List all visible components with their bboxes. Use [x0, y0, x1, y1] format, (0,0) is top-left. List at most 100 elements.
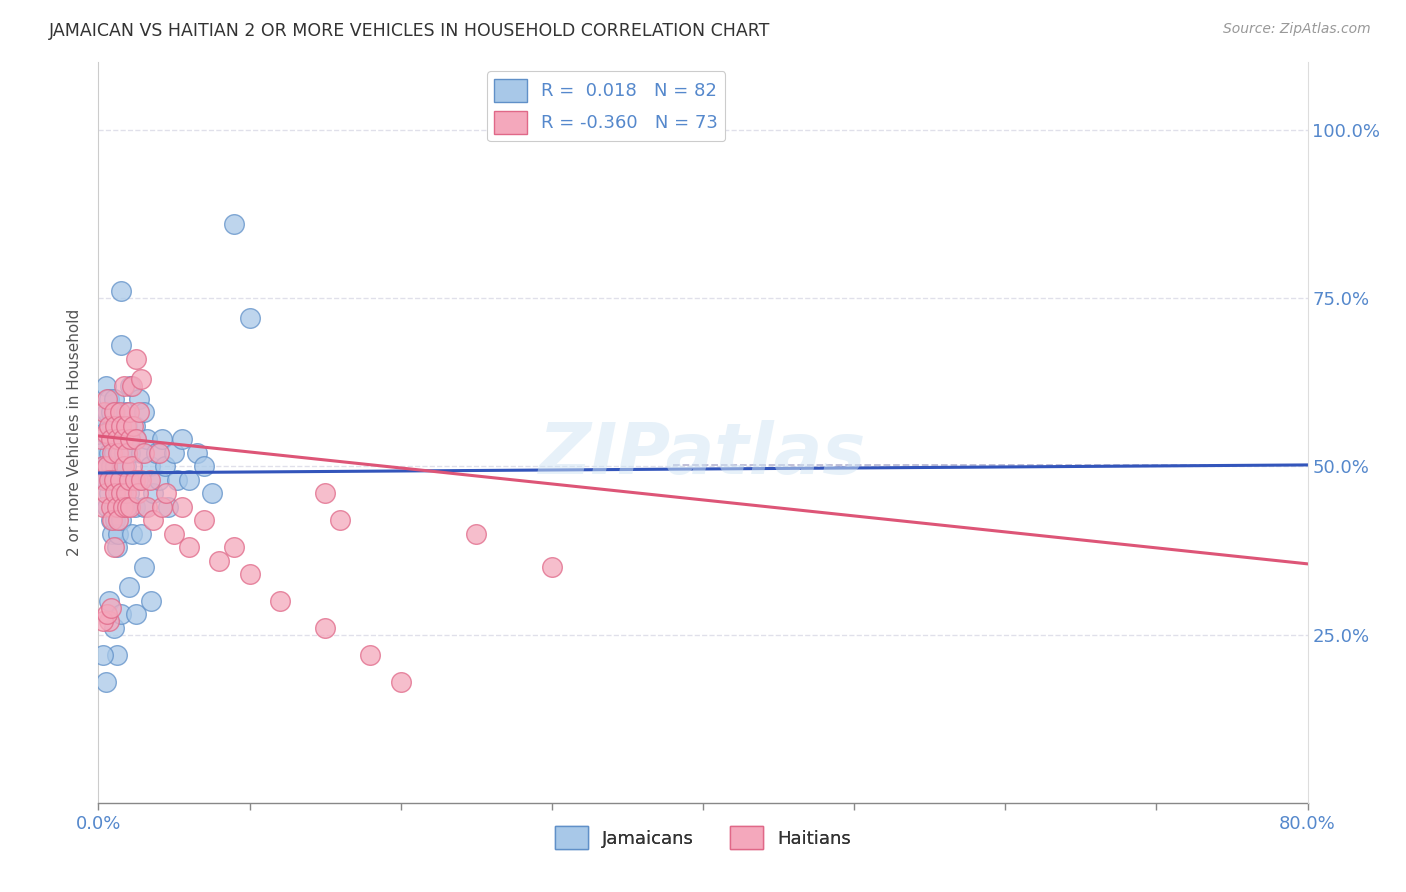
Point [110, 338, 132, 352]
Point [93, 425, 115, 440]
Point [103, 405, 125, 419]
Point [239, 566, 262, 581]
Point [112, 378, 135, 392]
Point [110, 285, 132, 299]
Point [139, 473, 162, 487]
Point [104, 486, 127, 500]
Point [94, 378, 117, 392]
Point [139, 459, 162, 474]
Point [314, 621, 336, 635]
Point [111, 500, 134, 514]
Point [155, 486, 177, 500]
Point [93, 473, 115, 487]
Point [110, 607, 132, 622]
Point [179, 473, 201, 487]
Point [128, 405, 150, 419]
Point [120, 433, 142, 447]
Point [110, 486, 132, 500]
Point [153, 459, 176, 474]
Point [104, 418, 127, 433]
Point [103, 621, 125, 635]
Point [94, 473, 117, 487]
Point [105, 500, 128, 514]
Point [124, 473, 146, 487]
Point [132, 500, 155, 514]
Point [186, 446, 208, 460]
Point [98, 392, 121, 406]
Point [105, 418, 128, 433]
Point [166, 473, 188, 487]
Point [127, 473, 149, 487]
Point [145, 446, 167, 460]
Point [122, 418, 145, 433]
Point [104, 459, 127, 474]
Point [115, 418, 138, 433]
Point [96, 500, 118, 514]
Point [91, 648, 114, 662]
Point [105, 473, 128, 487]
Point [208, 553, 231, 567]
Point [91, 614, 114, 628]
Point [389, 674, 412, 689]
Point [142, 513, 165, 527]
Point [329, 513, 352, 527]
Point [129, 473, 152, 487]
Point [112, 446, 135, 460]
Point [125, 607, 148, 622]
Point [128, 392, 150, 406]
Point [170, 433, 193, 447]
Point [118, 433, 141, 447]
Point [91, 473, 114, 487]
Point [121, 526, 143, 541]
Point [101, 526, 124, 541]
Point [129, 526, 152, 541]
Point [100, 513, 122, 527]
Point [98, 418, 121, 433]
Point [118, 405, 141, 419]
Point [118, 581, 141, 595]
Legend: Jamaicans, Haitians: Jamaicans, Haitians [548, 819, 858, 856]
Point [98, 473, 121, 487]
Point [132, 446, 155, 460]
Point [108, 500, 131, 514]
Point [103, 540, 125, 554]
Point [314, 486, 336, 500]
Point [150, 433, 173, 447]
Point [105, 648, 128, 662]
Point [118, 486, 141, 500]
Point [141, 594, 163, 608]
Point [193, 459, 215, 474]
Point [239, 311, 262, 326]
Point [193, 513, 215, 527]
Point [110, 418, 132, 433]
Point [115, 473, 138, 487]
Point [98, 486, 121, 500]
Point [90, 446, 112, 460]
Point [360, 648, 382, 662]
Point [111, 433, 134, 447]
Point [148, 473, 170, 487]
Text: Source: ZipAtlas.com: Source: ZipAtlas.com [1223, 22, 1371, 37]
Point [269, 594, 291, 608]
Point [124, 418, 146, 433]
Point [108, 446, 131, 460]
Point [148, 446, 170, 460]
Point [103, 500, 125, 514]
Point [103, 392, 125, 406]
Point [142, 486, 165, 500]
Point [105, 540, 128, 554]
Point [115, 500, 138, 514]
Point [118, 473, 141, 487]
Point [114, 405, 136, 419]
Point [121, 378, 143, 392]
Point [98, 614, 121, 628]
Point [96, 405, 118, 419]
Point [125, 433, 148, 447]
Point [101, 513, 124, 527]
Point [93, 459, 115, 474]
Point [135, 500, 157, 514]
Point [91, 459, 114, 474]
Point [224, 217, 246, 231]
Point [465, 526, 488, 541]
Point [163, 526, 186, 541]
